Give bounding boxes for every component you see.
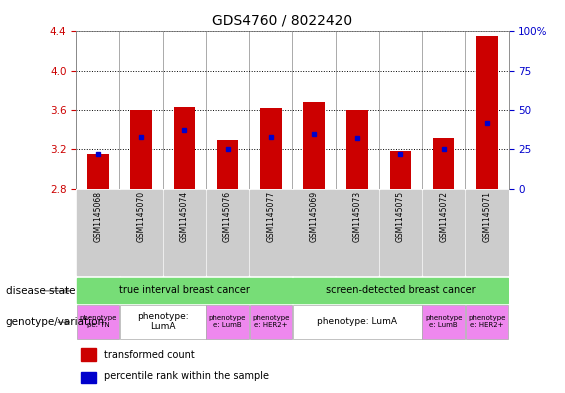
Bar (476, 37, 498, 189)
Text: true interval breast cancer: true interval breast cancer (119, 285, 250, 295)
Bar (260, 108, 281, 189)
Text: GSM1145068: GSM1145068 (93, 191, 102, 242)
Bar (250, 190, 292, 275)
Bar (173, 107, 195, 189)
Text: phenotype
pe: TN: phenotype pe: TN (79, 315, 116, 328)
Bar (81, 372, 95, 383)
Text: GSM1145073: GSM1145073 (353, 191, 362, 242)
Bar (466, 190, 507, 275)
Bar (293, 190, 334, 275)
Bar (81, 347, 95, 361)
Text: GSM1145072: GSM1145072 (439, 191, 448, 242)
Text: phenotype
e: HER2+: phenotype e: HER2+ (252, 315, 289, 328)
Text: phenotype
e: HER2+: phenotype e: HER2+ (468, 315, 506, 328)
Bar (77, 305, 119, 339)
Text: phenotype:
LumA: phenotype: LumA (137, 312, 189, 331)
Bar (120, 305, 206, 339)
Bar (423, 190, 464, 275)
Bar (164, 190, 205, 275)
Bar (346, 110, 368, 189)
Text: transformed count: transformed count (105, 350, 195, 360)
Bar (293, 305, 421, 339)
Bar (77, 190, 119, 275)
Text: GSM1145070: GSM1145070 (137, 191, 146, 242)
Bar (303, 102, 325, 189)
Text: GSM1145074: GSM1145074 (180, 191, 189, 242)
Bar (206, 305, 249, 339)
Text: GSM1145069: GSM1145069 (310, 191, 319, 242)
Bar (293, 278, 507, 303)
Text: GSM1145076: GSM1145076 (223, 191, 232, 242)
Bar (337, 190, 378, 275)
Bar (77, 278, 292, 303)
Bar (433, 138, 454, 189)
Text: GSM1145071: GSM1145071 (483, 191, 492, 242)
Bar (207, 190, 248, 275)
Text: disease state: disease state (6, 286, 75, 296)
Bar (250, 305, 292, 339)
Bar (390, 151, 411, 189)
Text: GDS4760 / 8022420: GDS4760 / 8022420 (212, 14, 353, 28)
Text: percentile rank within the sample: percentile rank within the sample (105, 371, 270, 381)
Bar (217, 140, 238, 189)
Bar (87, 154, 108, 189)
Text: genotype/variation: genotype/variation (6, 317, 105, 327)
Text: phenotype: LumA: phenotype: LumA (317, 317, 397, 326)
Bar (131, 110, 152, 189)
Text: GSM1145075: GSM1145075 (396, 191, 405, 242)
Text: GSM1145077: GSM1145077 (266, 191, 275, 242)
Bar (423, 305, 465, 339)
Bar (380, 190, 421, 275)
Text: phenotype
e: LumB: phenotype e: LumB (425, 315, 462, 328)
Text: screen-detected breast cancer: screen-detected breast cancer (325, 285, 475, 295)
Bar (466, 305, 508, 339)
Bar (120, 190, 162, 275)
Text: phenotype
e: LumB: phenotype e: LumB (209, 315, 246, 328)
